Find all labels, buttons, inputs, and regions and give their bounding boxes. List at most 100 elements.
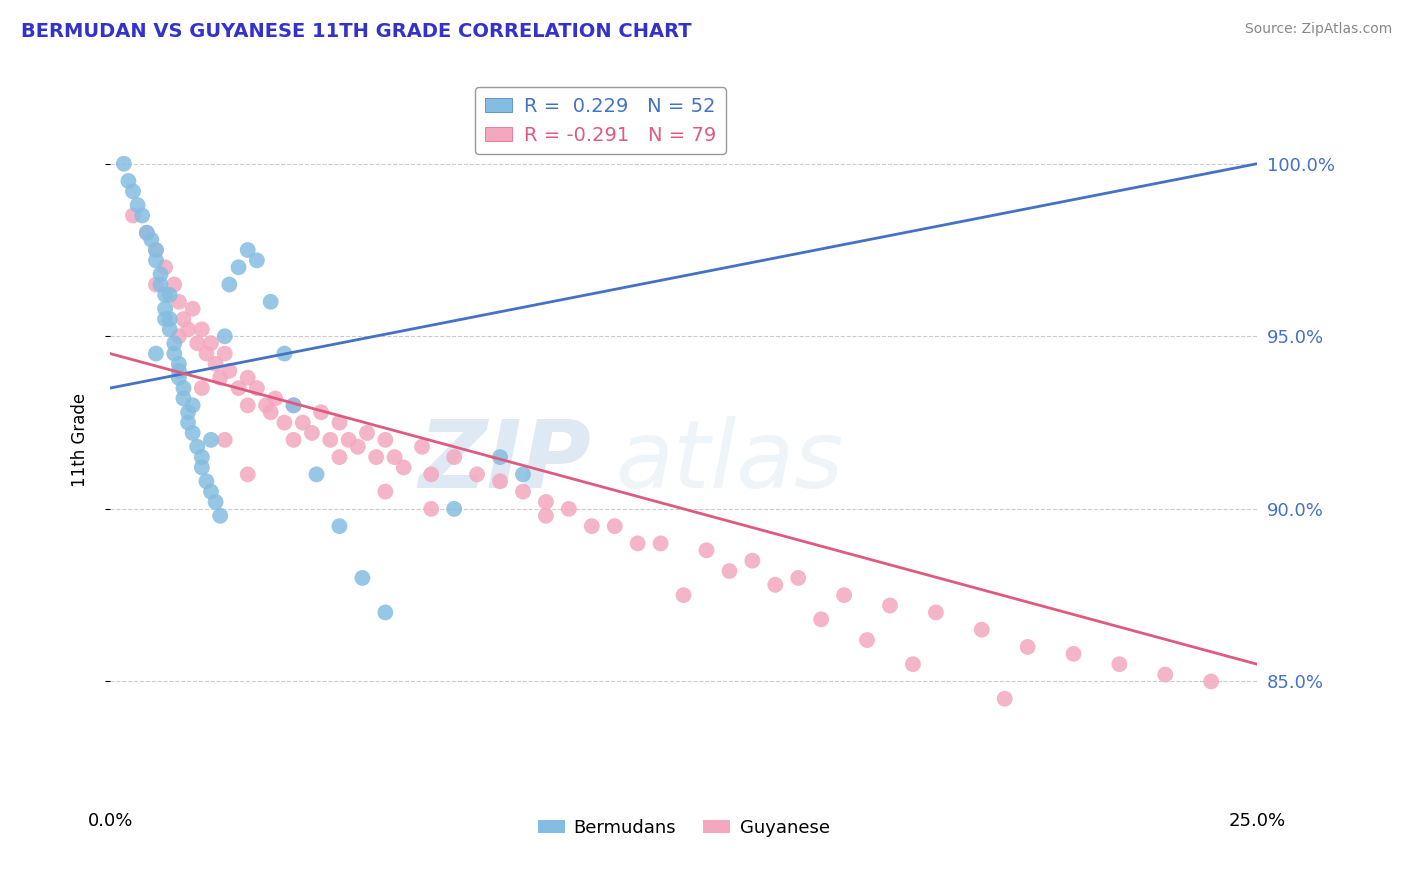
Point [246,253,269,268]
Point [127,198,149,212]
Point [167,294,190,309]
Point [181,301,204,316]
Point [236,467,259,482]
Point [283,398,305,412]
Point [328,416,350,430]
Point [218,364,240,378]
Point [145,346,167,360]
Point [181,398,204,412]
Point [159,288,181,302]
Point [420,501,443,516]
Point [186,336,208,351]
Point [195,346,218,360]
Point [145,243,167,257]
Point [191,460,214,475]
Point [512,484,534,499]
Point [512,467,534,482]
Point [718,564,741,578]
Point [228,381,250,395]
Point [149,277,172,292]
Point [534,495,557,509]
Point [159,322,181,336]
Point [374,606,396,620]
Point [970,623,993,637]
Point [558,501,581,516]
Point [787,571,810,585]
Point [273,416,295,430]
Point [214,329,236,343]
Point [167,357,190,371]
Point [167,364,190,378]
Point [346,440,368,454]
Point [328,450,350,464]
Point [384,450,406,464]
Point [177,322,200,336]
Point [214,346,236,360]
Point [489,475,512,489]
Point [534,508,557,523]
Point [228,260,250,275]
Point [283,433,305,447]
Point [149,267,172,281]
Point [186,440,208,454]
Point [209,508,232,523]
Y-axis label: 11th Grade: 11th Grade [72,392,89,487]
Point [135,226,157,240]
Point [581,519,603,533]
Point [1017,640,1039,654]
Point [214,433,236,447]
Point [356,425,378,440]
Point [810,612,832,626]
Point [153,312,176,326]
Point [1063,647,1085,661]
Point [163,336,186,351]
Point [672,588,695,602]
Point [832,588,855,602]
Point [145,277,167,292]
Point [246,381,269,395]
Point [443,450,465,464]
Point [145,243,167,257]
Point [122,209,145,223]
Point [172,381,194,395]
Point [374,484,396,499]
Point [191,450,214,464]
Point [627,536,650,550]
Point [259,294,281,309]
Point [1108,657,1130,672]
Point [273,346,295,360]
Point [167,370,190,384]
Point [650,536,672,550]
Point [1199,674,1222,689]
Point [163,346,186,360]
Point [856,633,879,648]
Point [994,691,1017,706]
Point [879,599,901,613]
Point [291,416,314,430]
Point [200,484,222,499]
Point [695,543,717,558]
Point [305,467,328,482]
Point [236,398,259,412]
Point [172,392,194,406]
Point [319,433,342,447]
Point [366,450,388,464]
Point [141,233,163,247]
Point [195,475,218,489]
Point [925,606,948,620]
Point [204,357,226,371]
Point [163,277,186,292]
Point [489,450,512,464]
Point [352,571,374,585]
Point [603,519,626,533]
Point [167,329,190,343]
Point [236,370,259,384]
Point [131,209,153,223]
Point [191,322,214,336]
Point [135,226,157,240]
Point [901,657,924,672]
Point [172,312,194,326]
Point [259,405,281,419]
Point [177,405,200,419]
Text: Source: ZipAtlas.com: Source: ZipAtlas.com [1244,22,1392,37]
